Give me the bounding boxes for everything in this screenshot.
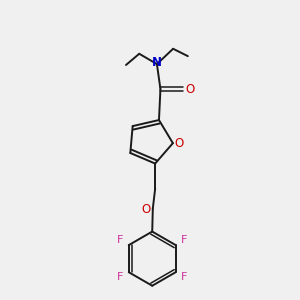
Text: O: O xyxy=(142,203,151,216)
Text: O: O xyxy=(185,82,194,96)
Text: F: F xyxy=(117,272,124,282)
Text: F: F xyxy=(181,272,187,282)
Text: F: F xyxy=(117,235,124,245)
Text: N: N xyxy=(152,56,162,69)
Text: F: F xyxy=(181,235,187,245)
Text: O: O xyxy=(175,137,184,150)
